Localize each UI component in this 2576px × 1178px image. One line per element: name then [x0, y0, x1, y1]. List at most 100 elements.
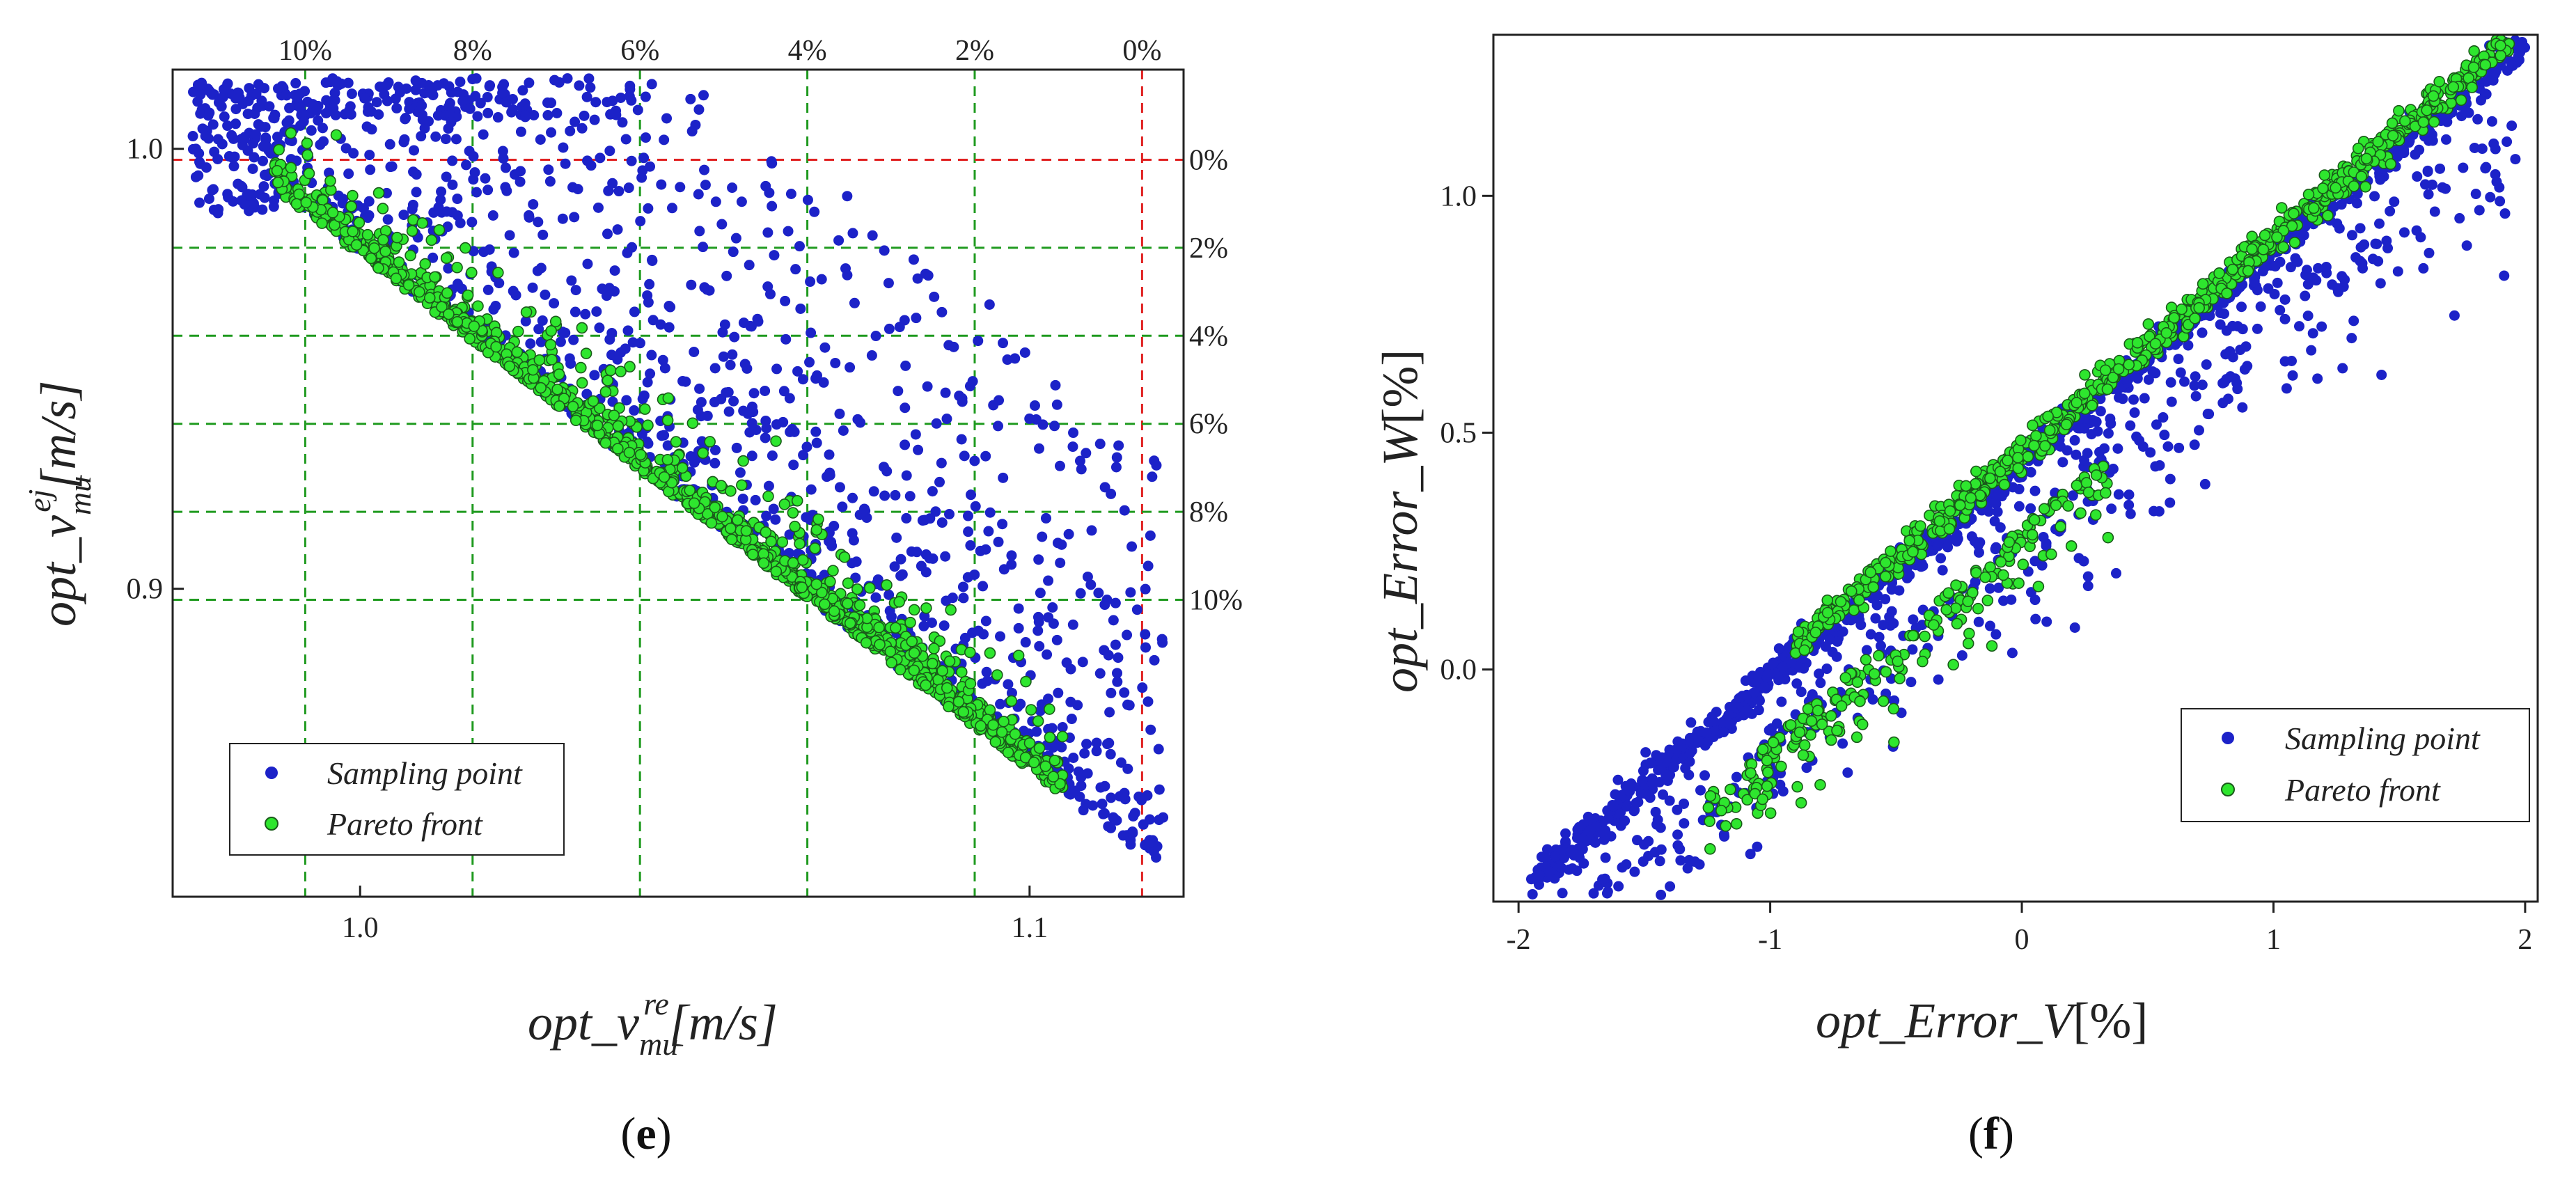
sampling-point: [893, 386, 904, 397]
sampling-point: [432, 110, 443, 121]
pareto-point: [1877, 695, 1890, 707]
pareto-point: [2385, 158, 2397, 170]
sampling-point: [797, 374, 808, 385]
pareto-point: [443, 308, 455, 320]
pareto-point: [624, 361, 636, 373]
pareto-point: [1032, 715, 1044, 727]
sampling-point: [1099, 599, 1110, 611]
sampling-point: [1794, 662, 1805, 673]
pareto-point: [838, 551, 851, 563]
sampling-point: [1701, 727, 1712, 738]
sampling-point: [1541, 844, 1553, 855]
sampling-point: [2292, 256, 2303, 267]
legend-marker-sampling-e: [265, 767, 278, 779]
pareto-point: [1825, 734, 1837, 746]
legend-marker-pareto-f: [2221, 783, 2235, 796]
sampling-point: [818, 377, 829, 388]
pareto-point: [2078, 387, 2091, 400]
sampling-point: [647, 256, 658, 267]
sampling-point: [1093, 588, 1104, 599]
pareto-point: [1054, 778, 1066, 790]
pareto-point: [1963, 627, 1975, 640]
pareto-point: [2417, 116, 2430, 128]
sampling-point: [1074, 455, 1085, 466]
x-tick-label-f: 0: [2015, 924, 2029, 956]
sampling-point: [1638, 856, 1649, 867]
sampling-point: [409, 145, 420, 156]
pareto-point: [984, 704, 996, 716]
pareto-point: [2142, 318, 2155, 330]
sampling-point: [1078, 805, 1089, 816]
pareto-point: [2447, 81, 2460, 93]
sampling-point: [1633, 796, 1644, 808]
pareto-point: [576, 322, 588, 334]
sampling-point: [416, 131, 427, 142]
sampling-point: [709, 457, 721, 469]
sampling-point: [973, 625, 984, 636]
sampling-point: [642, 377, 653, 388]
sampling-point: [2134, 435, 2145, 446]
sampling-point: [345, 101, 356, 112]
sampling-point: [2125, 508, 2136, 519]
sampling-point: [1076, 464, 1087, 475]
pareto-point: [936, 665, 948, 677]
pareto-point: [1835, 700, 1848, 712]
sampling-point: [1153, 744, 1164, 755]
pareto-point: [737, 455, 749, 467]
sampling-point: [268, 201, 279, 212]
sampling-point: [2472, 113, 2483, 125]
sampling-point: [2429, 206, 2440, 217]
sampling-point: [731, 442, 742, 453]
sampling-point: [517, 85, 528, 96]
sampling-point: [1140, 642, 1152, 653]
pareto-point: [1056, 730, 1069, 743]
sampling-point: [959, 632, 971, 643]
pareto-point: [809, 542, 821, 554]
sampling-point: [1065, 696, 1076, 707]
sampling-point: [2376, 369, 2387, 380]
sampling-point: [2129, 407, 2140, 418]
sampling-point: [535, 134, 546, 146]
caption-e-close: ): [657, 1108, 672, 1159]
sampling-point: [187, 131, 198, 142]
sampling-point: [760, 180, 771, 191]
sampling-point: [549, 298, 560, 309]
pareto-point: [824, 576, 836, 588]
sampling-point: [230, 118, 241, 129]
sampling-point: [382, 95, 393, 107]
caption-f-close: ): [1999, 1108, 2014, 1159]
sampling-point: [858, 503, 870, 515]
sampling-point: [1051, 399, 1062, 410]
sampling-point: [382, 214, 393, 225]
sampling-point: [568, 334, 579, 345]
sampling-point: [718, 351, 729, 362]
sampling-point: [763, 480, 774, 492]
sampling-point: [395, 87, 406, 98]
pareto-point: [551, 384, 563, 395]
sampling-point: [1668, 762, 1679, 773]
sampling-point: [1054, 460, 1065, 471]
sampling-point: [500, 162, 511, 173]
sampling-point: [1020, 637, 1031, 648]
pareto-point: [1049, 755, 1061, 767]
sampling-point: [363, 102, 374, 113]
sampling-point: [686, 279, 697, 290]
sampling-point: [444, 97, 455, 109]
pareto-point: [393, 256, 405, 268]
pareto-point: [725, 533, 738, 546]
sampling-point: [969, 569, 980, 580]
pareto-point: [2393, 104, 2405, 117]
sampling-point: [1846, 615, 1857, 626]
pareto-point: [2455, 94, 2467, 107]
sampling-point: [441, 171, 452, 182]
pareto-point: [1775, 760, 1787, 773]
sampling-point: [1815, 677, 1826, 689]
sampling-point: [558, 142, 569, 153]
sampling-point: [290, 89, 301, 100]
sampling-point: [222, 120, 233, 132]
sampling-point: [452, 194, 463, 205]
pareto-point: [634, 448, 647, 461]
sampling-point: [1075, 588, 1086, 599]
sampling-point: [780, 295, 791, 306]
sampling-point: [1108, 812, 1120, 824]
